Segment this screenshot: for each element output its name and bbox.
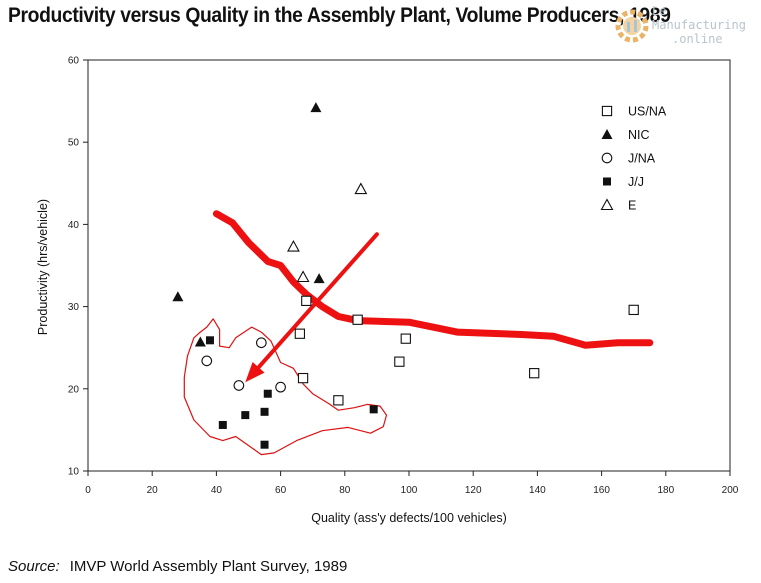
chart-title: Productivity versus Quality in the Assem…	[8, 4, 671, 27]
x-tick-label: 180	[657, 485, 674, 496]
data-point-us-na	[297, 372, 309, 384]
arrow-shaft	[256, 232, 379, 370]
data-point-us-na	[333, 395, 344, 406]
data-point-j-na	[201, 355, 213, 367]
data-point-us-na	[400, 333, 411, 344]
data-points	[172, 102, 639, 449]
x-tick-label: 0	[85, 485, 91, 496]
source-text: IMVP World Assembly Plant Survey, 1989	[69, 558, 348, 575]
data-point-us-na	[529, 368, 540, 379]
watermark-logo: Le Manufacturing .online	[612, 2, 760, 52]
trend-curve	[212, 210, 654, 349]
legend-label: NIC	[628, 128, 650, 142]
data-point-j-j	[260, 407, 269, 416]
gear-icon	[615, 9, 649, 43]
data-point-nic	[313, 273, 325, 284]
legend-marker	[600, 198, 614, 211]
data-point-j-j	[218, 420, 227, 429]
x-tick-label: 200	[722, 485, 739, 496]
x-tick-label: 140	[529, 485, 546, 496]
watermark-line-2: Manufacturing	[652, 18, 746, 32]
data-point-j-na	[233, 380, 245, 391]
x-tick-label: 20	[147, 485, 159, 496]
x-tick-label: 40	[211, 485, 223, 496]
x-tick-label: 160	[593, 485, 610, 496]
watermark-line-3: .online	[672, 32, 723, 46]
arrow-head	[245, 361, 265, 383]
y-tick-label: 10	[68, 467, 80, 478]
x-axis-label: Quality (ass'y defects/100 vehicles)	[311, 511, 507, 525]
data-point-j-j	[263, 389, 272, 398]
watermark-line-1: Le	[652, 4, 667, 18]
y-tick-label: 60	[68, 56, 80, 67]
x-tick-label: 60	[275, 485, 287, 496]
data-point-e	[296, 270, 310, 283]
data-point-e	[287, 239, 300, 252]
y-tick-label: 20	[68, 384, 80, 395]
axis-ticks	[83, 59, 731, 476]
data-point-us-na	[294, 328, 306, 339]
y-axis-label: Productivity (hrs/vehicle)	[36, 199, 50, 335]
legend: US/NA NIC J/NA J/J E	[600, 105, 667, 213]
data-point-us-na	[301, 295, 312, 306]
data-point-j-j	[241, 411, 250, 420]
legend-label: J/NA	[628, 152, 656, 166]
axis-tick-labels: 0 20 40 60 80 100 120 140 160 180 200 10 20 30 40 50 60	[68, 56, 739, 497]
data-point-nic	[194, 336, 206, 347]
data-point-us-na	[352, 314, 363, 325]
data-point-nic	[172, 291, 184, 302]
data-point-j-j	[369, 405, 378, 414]
x-tick-label: 100	[401, 485, 418, 496]
region-outline	[183, 318, 388, 456]
plot-area	[87, 59, 731, 472]
legend-label: E	[628, 199, 636, 213]
data-point-nic	[310, 102, 322, 113]
legend-marker	[601, 105, 613, 117]
legend-label: US/NA	[628, 105, 667, 119]
y-tick-label: 40	[68, 220, 80, 231]
data-point-j-j	[260, 440, 269, 449]
annotations	[183, 210, 654, 456]
y-tick-label: 50	[68, 138, 80, 149]
y-tick-label: 30	[68, 302, 80, 313]
source-note: Source: IMVP World Assembly Plant Survey,…	[8, 558, 347, 575]
data-point-j-na	[275, 381, 286, 393]
data-point-us-na	[628, 304, 639, 316]
data-point-us-na	[394, 356, 405, 367]
data-point-e	[354, 182, 368, 195]
source-label: Source:	[8, 558, 60, 575]
legend-marker	[603, 177, 611, 186]
data-point-j-na	[255, 337, 267, 349]
legend-marker	[601, 152, 613, 164]
legend-marker	[601, 129, 613, 139]
x-tick-label: 120	[465, 485, 482, 496]
legend-label: J/J	[628, 175, 644, 189]
x-tick-label: 80	[339, 485, 351, 496]
data-point-j-j	[205, 336, 214, 345]
